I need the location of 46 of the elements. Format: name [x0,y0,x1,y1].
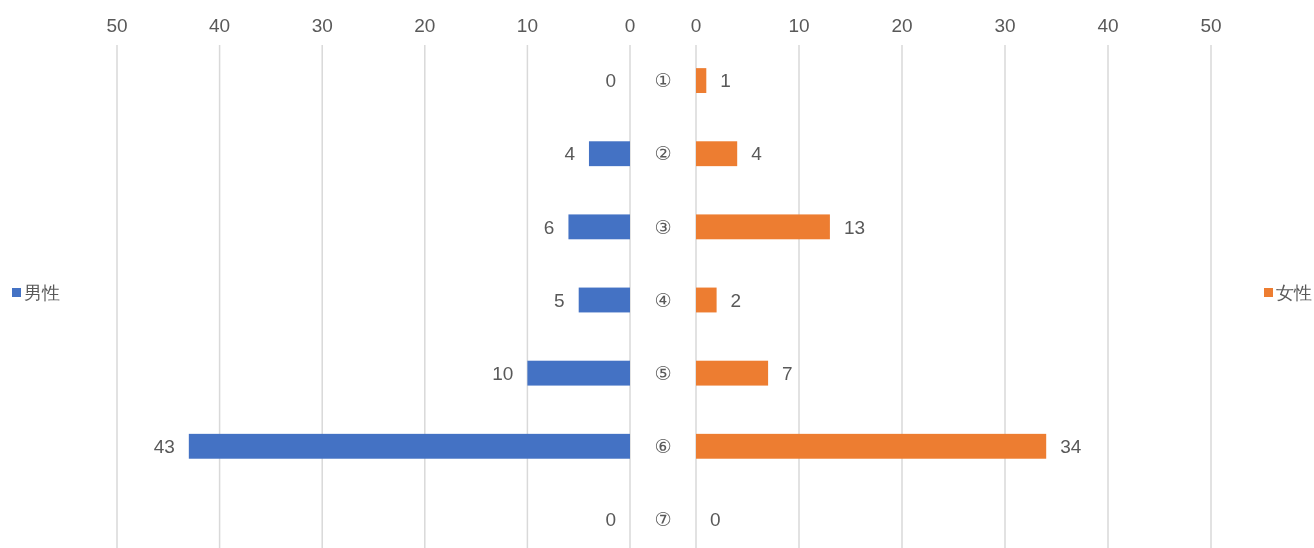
x-tick-label: 50 [106,14,128,36]
x-tick-label: 30 [311,14,333,36]
y-tick-label: ④ [654,289,672,311]
data-label: 34 [1060,435,1082,457]
x-tick-label: 50 [1200,14,1222,36]
data-label: 10 [492,362,514,384]
y-tick-label: ③ [654,216,672,238]
data-label: 5 [554,289,565,311]
y-tick-label: ② [654,143,672,165]
data-label: 13 [843,216,866,238]
data-label: 0 [605,70,616,92]
data-label: 0 [605,509,616,531]
bar [696,287,717,313]
data-label: 6 [543,216,555,238]
data-label: 1 [720,70,731,92]
bar [578,287,630,313]
x-tick-label: 40 [209,14,231,36]
data-label: 4 [564,143,576,165]
bar [696,433,1047,459]
y-tick-label: ⑥ [654,435,672,457]
bar [696,141,738,167]
bar [696,214,830,240]
bar [188,433,630,459]
x-tick-label: 40 [1097,14,1119,36]
data-label: 43 [153,435,175,457]
x-tick-label: 20 [414,14,436,36]
legend-label: 男性 [24,283,60,304]
x-tick-label: 10 [516,14,538,36]
legend-label: 女性 [1276,283,1312,304]
y-tick-label: ⑤ [654,362,672,384]
bar [588,141,630,167]
y-tick-label: ⑦ [654,509,672,531]
y-tick-label: ① [654,70,672,92]
bar [568,214,630,240]
bar [696,68,707,94]
x-tick-label: 20 [891,14,913,36]
data-label: 4 [751,143,763,165]
bar [527,360,630,386]
data-label: 7 [782,362,793,384]
data-label: 2 [730,289,742,311]
x-tick-label: 30 [994,14,1016,36]
data-label: 0 [710,509,721,531]
x-tick-label: 10 [788,14,810,36]
x-tick-label: 0 [624,14,636,36]
bar [696,360,769,386]
x-tick-label: 0 [690,14,702,36]
